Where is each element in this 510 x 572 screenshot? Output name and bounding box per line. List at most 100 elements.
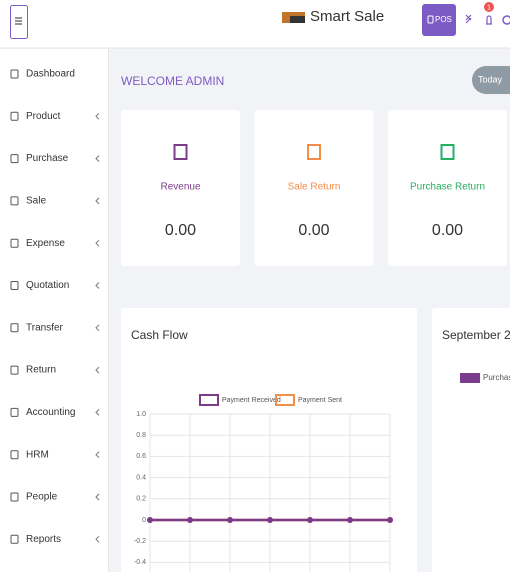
menu-icon — [10, 450, 19, 460]
today-button-bg — [472, 66, 510, 94]
menu-icon — [10, 407, 19, 417]
menu-icon — [10, 154, 19, 164]
menu-item[interactable]: HRM — [10, 449, 100, 460]
stat-card — [388, 110, 507, 266]
pos-button[interactable]: POS — [422, 4, 456, 36]
data-point — [387, 517, 393, 523]
y-tick-label: 0.8 — [136, 432, 146, 439]
cash-flow-chart: 1.0 0.8 0.6 0.4 0.2 0 -0.2 -0.4 Payment Received… — [134, 394, 393, 572]
stat-label: Revenue — [160, 182, 200, 193]
pos-label: POS — [435, 15, 452, 24]
menu-icon — [10, 323, 19, 333]
stat-value: 0.00 — [298, 222, 329, 239]
menu-item[interactable]: Sale — [10, 196, 100, 207]
legend-label: Payment Received — [222, 397, 281, 404]
chevron — [95, 535, 100, 543]
menu-icon — [10, 196, 19, 206]
y-tick-label: -0.4 — [134, 559, 146, 566]
menu-label: Accounting — [26, 407, 75, 418]
sidebar — [0, 49, 108, 572]
stat-label: Purchase Return — [410, 182, 485, 193]
menu-label: Transfer — [26, 322, 64, 333]
menu-item[interactable]: Transfer — [10, 322, 100, 333]
menu-label: Expense — [26, 238, 65, 249]
stat-card — [121, 110, 240, 266]
stat-label: Sale Return — [288, 182, 341, 193]
menu-item[interactable]: Reports — [10, 534, 100, 545]
stat-icon — [173, 144, 188, 160]
y-tick-label: 0 — [142, 517, 146, 524]
chevron — [95, 155, 100, 162]
menu-icon — [10, 365, 19, 375]
y-tick-label: 1.0 — [136, 411, 146, 418]
legend-swatch — [460, 373, 480, 383]
menu-label: Sale — [26, 196, 46, 207]
y-tick-label: -0.2 — [134, 538, 146, 545]
y-tick-label: 0.2 — [136, 496, 146, 503]
chevron — [95, 324, 100, 332]
menu-label: People — [26, 492, 58, 503]
fullscreen-icon[interactable] — [465, 14, 472, 24]
menu-icon — [10, 69, 19, 79]
chevron — [95, 451, 100, 459]
menu-icon — [10, 534, 19, 544]
menu-label: Product — [26, 111, 61, 122]
sidebar-menu: Dashboard Product Purchase Sale Expense Quota… — [10, 69, 100, 545]
menu-item[interactable]: Product — [10, 111, 100, 122]
september-title: September 2021 — [442, 328, 510, 342]
menu-item[interactable]: Dashboard — [10, 69, 75, 80]
stat-value: 0.00 — [432, 222, 463, 239]
chevron — [95, 366, 100, 374]
menu-label: Purchase — [26, 153, 69, 164]
data-point — [227, 517, 233, 523]
pos-icon — [427, 15, 434, 24]
globe-icon[interactable] — [502, 15, 510, 25]
menu-label: Reports — [26, 534, 61, 545]
welcome: WELCOME ADMIN — [121, 74, 224, 88]
data-point — [187, 517, 193, 523]
chevron — [95, 282, 100, 289]
menu-item[interactable]: Purchase — [10, 153, 100, 164]
menu-icon — [10, 111, 19, 121]
today-label: Today — [478, 74, 503, 84]
menu-item[interactable]: People — [10, 492, 100, 503]
menu-item[interactable]: Return — [10, 365, 100, 376]
menu-icon — [15, 17, 22, 25]
badge-count: 1 — [487, 4, 491, 11]
chevron — [95, 409, 100, 416]
legend-swatch — [275, 394, 295, 406]
data-point — [147, 517, 153, 523]
logo-part — [290, 16, 305, 23]
menu-toggle[interactable] — [10, 5, 28, 39]
menu-icon — [10, 281, 19, 290]
data-point — [267, 517, 273, 523]
data-point — [347, 517, 353, 523]
menu-item[interactable]: Accounting — [10, 407, 100, 418]
chevron — [95, 112, 100, 120]
stat-value: 0.00 — [165, 222, 196, 239]
cash-flow-card — [121, 308, 417, 572]
stat-icon — [307, 144, 321, 160]
menu-label: Dashboard — [26, 69, 75, 80]
pos-button-bg — [422, 4, 456, 36]
menu-label: Return — [26, 365, 56, 376]
menu-item[interactable]: Quotation — [10, 280, 100, 291]
menu-toggle-box — [10, 5, 28, 39]
chevron — [95, 239, 100, 247]
cards: Revenue 0.00 Sale Return 0.00 Purchase Retur… — [121, 110, 507, 266]
today-button[interactable]: Today — [472, 66, 510, 94]
menu-label: HRM — [26, 449, 49, 460]
legend-swatch — [199, 394, 219, 406]
bell-icon[interactable] — [486, 15, 492, 25]
stat-icon — [440, 144, 455, 160]
menu-item[interactable]: Expense — [10, 238, 100, 249]
september-card — [432, 308, 510, 572]
y-tick-label: 0.4 — [136, 474, 146, 481]
badge — [484, 2, 494, 12]
legend-label: Payment Sent — [298, 397, 342, 404]
legend-label: Purchase — [483, 373, 510, 382]
menu-icon — [10, 492, 19, 502]
menu-label: Quotation — [26, 280, 69, 291]
stat-card — [254, 110, 374, 266]
